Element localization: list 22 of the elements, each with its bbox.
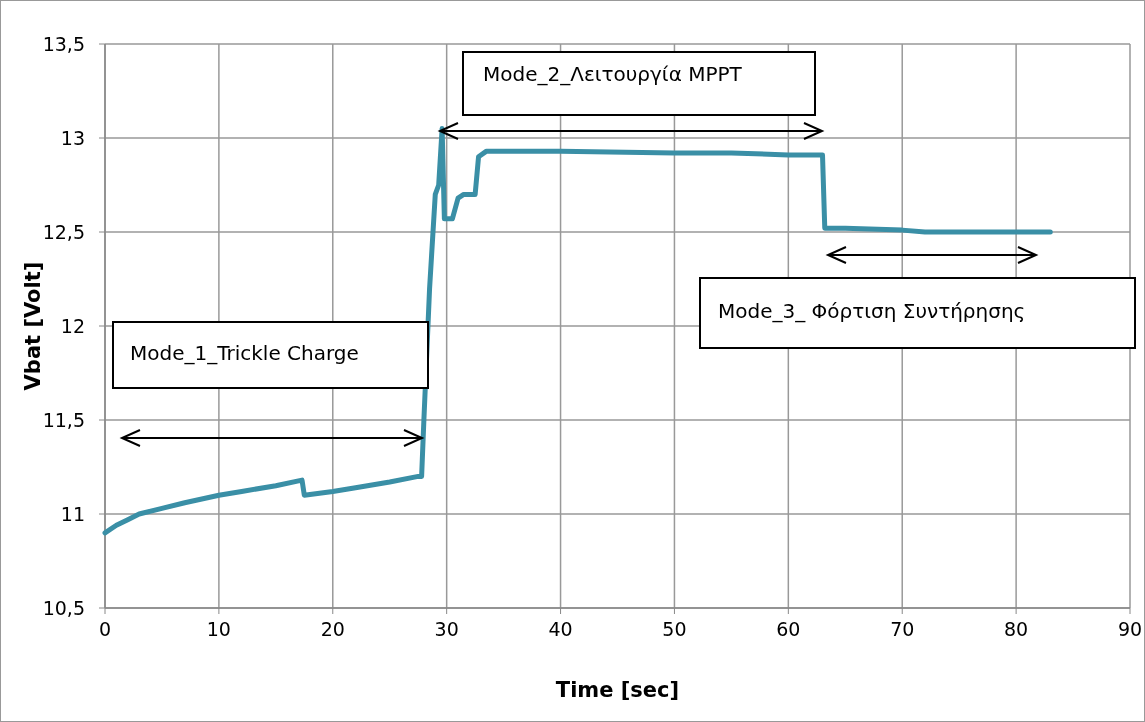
annotation: Mode_2_Λειτουργία MPPT — [483, 62, 743, 86]
y-tick-label: 12 — [60, 314, 85, 337]
x-tick-label: 40 — [548, 618, 573, 640]
x-tick-label: 30 — [434, 618, 459, 640]
y-tick-label: 12,5 — [42, 220, 85, 243]
x-tick-label: 10 — [206, 618, 231, 640]
y-tick-label: 11 — [60, 502, 85, 525]
y-tick-label: 13 — [60, 126, 85, 149]
y-tick-label: 10,5 — [42, 596, 85, 619]
y-tick-label: 13,5 — [42, 32, 85, 55]
annotation: Mode_3_ Φόρτιση Συντήρησης — [718, 299, 1026, 323]
x-tick-label: 20 — [320, 618, 345, 640]
y-axis-title: Vbat [Volt] — [21, 261, 45, 391]
x-tick-label: 80 — [1004, 618, 1029, 640]
x-tick-label: 60 — [776, 618, 801, 640]
annotation: Mode_1_Trickle Charge — [130, 341, 359, 365]
x-tick-label: 90 — [1117, 618, 1143, 640]
x-axis-title: Time [sec] — [555, 678, 680, 702]
x-tick-label: 0 — [98, 618, 112, 640]
x-tick-label: 50 — [662, 618, 687, 640]
x-tick-label: 70 — [890, 618, 915, 640]
y-tick-label: 11,5 — [42, 408, 85, 431]
